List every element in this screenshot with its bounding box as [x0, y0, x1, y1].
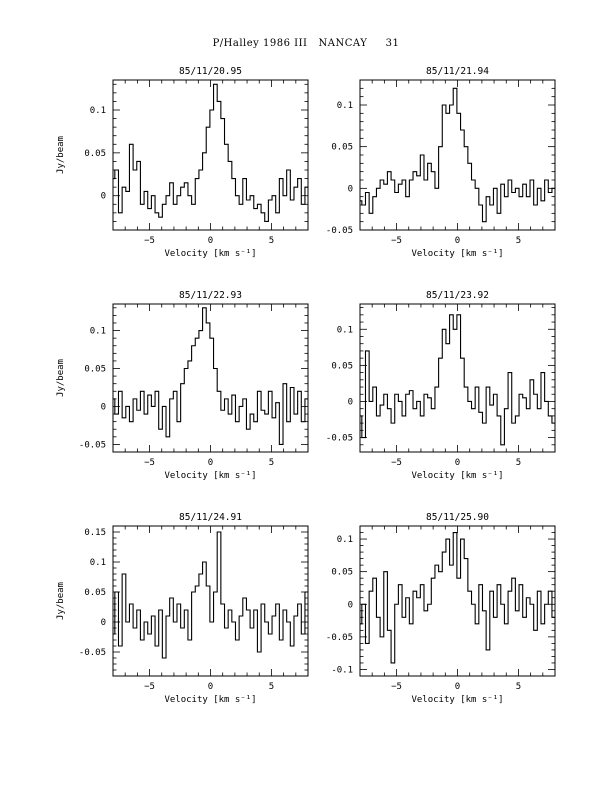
y-axis-label: Jy/beam — [56, 582, 66, 620]
y-tick-label: -0.1 — [331, 665, 353, 675]
plot-frame — [359, 525, 556, 677]
x-tick-label: 0 — [455, 682, 460, 692]
plot-frame — [112, 79, 309, 231]
x-tick-label: −5 — [144, 236, 155, 246]
spectrum-line — [360, 87, 555, 223]
x-tick-label: 5 — [269, 236, 274, 246]
y-tick-label: -0.05 — [326, 434, 353, 444]
x-tick-label: 5 — [516, 236, 521, 246]
y-tick-label: 0 — [101, 618, 106, 628]
page-title: P/Halley 1986 III NANCAY 31 — [212, 38, 400, 49]
plot-frame — [359, 79, 556, 231]
y-axis-label: Jy/beam — [56, 359, 66, 397]
spectrum-line — [360, 531, 555, 664]
spectrum-line — [113, 307, 308, 445]
spectrum-panel-4: −5 0 5 -0.05 0 0.05 0.1 85/11/23.92 Velocity [km… — [326, 290, 556, 481]
y-axis-label: Jy/beam — [56, 136, 66, 174]
y-tick-label: 0 — [101, 402, 106, 412]
x-tick-label: 0 — [455, 236, 460, 246]
y-tick-label: 0.05 — [331, 143, 353, 153]
y-tick-label: 0.1 — [337, 535, 353, 545]
x-axis-label: Velocity [km s⁻¹] — [164, 695, 256, 705]
x-tick-label: 5 — [269, 458, 274, 468]
y-tick-label: 0.05 — [84, 365, 106, 375]
y-tick-label: 0.1 — [337, 101, 353, 111]
spectrum-panel-6: −5 0 5 -0.1 -0.05 0 0.05 0.1 85/11/25.90 Velocity… — [326, 512, 556, 705]
x-tick-label: 0 — [208, 682, 213, 692]
x-axis-label: Velocity [km s⁻¹] — [411, 249, 503, 259]
panel-title: 85/11/25.90 — [426, 512, 489, 523]
x-tick-label: −5 — [391, 458, 402, 468]
y-tick-label: -0.05 — [79, 440, 106, 450]
y-tick-label: -0.05 — [79, 648, 106, 658]
y-tick-label: 0.05 — [331, 361, 353, 371]
y-tick-label: 0 — [348, 397, 353, 407]
panel-title: 85/11/22.93 — [179, 290, 242, 301]
y-tick-label: 0 — [101, 192, 106, 202]
x-axis-label: Velocity [km s⁻¹] — [164, 471, 256, 481]
panel-title: 85/11/20.95 — [179, 66, 242, 77]
x-tick-label: −5 — [391, 236, 402, 246]
x-axis-label: Velocity [km s⁻¹] — [164, 249, 256, 259]
x-tick-label: 0 — [455, 458, 460, 468]
y-tick-label: 0.15 — [84, 528, 106, 538]
y-tick-label: 0 — [348, 600, 353, 610]
y-tick-label: 0.05 — [84, 149, 106, 159]
x-tick-label: 5 — [269, 682, 274, 692]
x-tick-label: −5 — [391, 682, 402, 692]
y-tick-label: 0.1 — [90, 558, 106, 568]
x-tick-label: −5 — [144, 458, 155, 468]
x-axis-label: Velocity [km s⁻¹] — [411, 695, 503, 705]
spectrum-panel-5: −5 0 5 -0.05 0 0.05 0.1 0.15 85/11/24.91 Velocity… — [56, 512, 309, 705]
y-tick-label: 0.05 — [84, 588, 106, 598]
plot-frame — [359, 303, 556, 453]
x-tick-label: 0 — [208, 236, 213, 246]
y-tick-label: -0.05 — [326, 633, 353, 643]
spectrum-line — [113, 83, 308, 222]
panel-title: 85/11/24.91 — [179, 512, 242, 523]
spectrum-panel-2: −5 0 5 -0.05 0 0.05 0.1 85/11/21.94 Velocity [km… — [326, 66, 556, 259]
panel-title: 85/11/21.94 — [426, 66, 489, 77]
y-tick-label: 0.1 — [90, 327, 106, 337]
plot-frame — [112, 525, 309, 677]
y-tick-label: 0.1 — [90, 106, 106, 116]
x-axis-label: Velocity [km s⁻¹] — [411, 471, 503, 481]
spectrum-line — [113, 531, 308, 659]
x-tick-label: −5 — [144, 682, 155, 692]
spectrum-panel-3: −5 0 5 -0.05 0 0.05 0.1 85/11/22.93 Velocity [km… — [56, 290, 309, 481]
y-tick-label: 0 — [348, 184, 353, 194]
spectrum-line — [360, 314, 555, 446]
y-tick-label: -0.05 — [326, 226, 353, 236]
plot-frame — [112, 303, 309, 453]
x-tick-label: 5 — [516, 458, 521, 468]
panel-title: 85/11/23.92 — [426, 290, 489, 301]
x-tick-label: 0 — [208, 458, 213, 468]
spectrum-panel-1: −5 0 5 0 0.05 0.1 85/11/20.95 Velocity [km s⁻¹]… — [56, 66, 309, 259]
x-tick-label: 5 — [516, 682, 521, 692]
y-tick-label: 0.05 — [331, 568, 353, 578]
y-tick-label: 0.1 — [337, 325, 353, 335]
